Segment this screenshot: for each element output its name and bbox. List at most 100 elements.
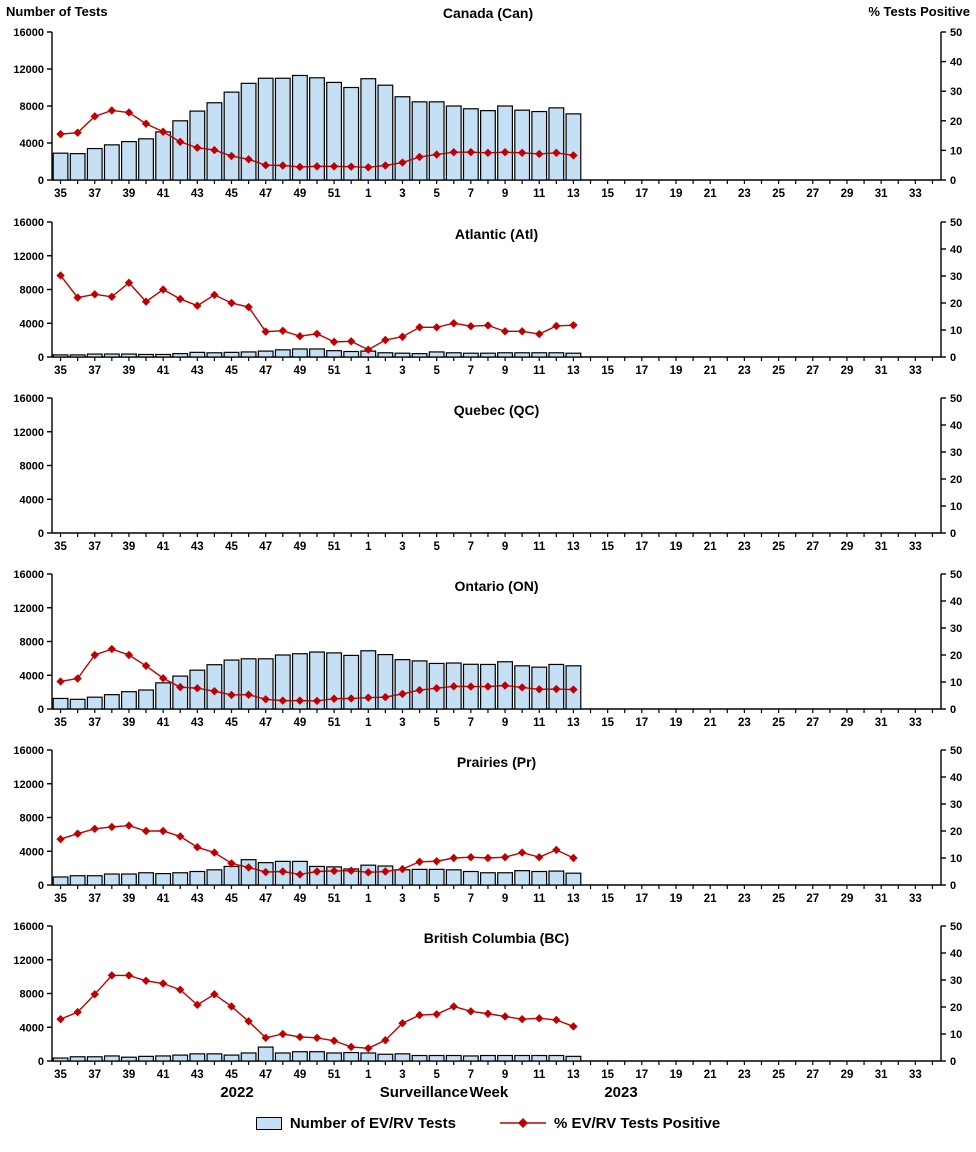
- legend-bar-label: Number of EV/RV Tests: [289, 1114, 456, 1132]
- bar-week-47: [257, 77, 274, 181]
- bar-week-13: [565, 1055, 582, 1062]
- svg-text:5: 5: [433, 541, 440, 553]
- bar-week-42: [172, 1054, 189, 1062]
- chart-panel-pr: Prairies (Pr) 0 4000 8000 12000 16000 0 10 20 30 4…: [13, 745, 962, 905]
- pct-marker-week-48: [278, 867, 287, 876]
- bar-week-1: [360, 78, 377, 181]
- svg-text:15: 15: [601, 365, 614, 377]
- bar-week-6: [445, 352, 462, 358]
- svg-text:16000: 16000: [13, 745, 44, 757]
- bar-week-12: [548, 352, 565, 358]
- svg-text:21: 21: [704, 188, 717, 200]
- pct-marker-week-37: [90, 112, 99, 121]
- svg-text:30: 30: [950, 86, 962, 98]
- pct-marker-week-44: [210, 145, 219, 155]
- svg-text:50: 50: [950, 569, 962, 581]
- pct-marker-week-5: [432, 857, 441, 866]
- bar-week-39: [120, 691, 137, 710]
- svg-text:4000: 4000: [20, 494, 44, 506]
- svg-text:1: 1: [365, 541, 372, 553]
- svg-text:25: 25: [772, 717, 785, 729]
- svg-text:16000: 16000: [13, 921, 44, 933]
- bar-week-2: [377, 1053, 394, 1062]
- pct-marker-week-50: [312, 1033, 322, 1042]
- svg-text:25: 25: [772, 541, 785, 553]
- svg-text:4000: 4000: [20, 318, 44, 330]
- pct-marker-week-4: [415, 857, 424, 866]
- svg-text:12000: 12000: [13, 955, 44, 967]
- svg-text:9: 9: [502, 893, 508, 905]
- bar-week-12: [548, 107, 565, 181]
- svg-text:11: 11: [533, 893, 546, 905]
- pct-marker-week-2: [381, 335, 390, 345]
- svg-text:45: 45: [225, 1069, 238, 1081]
- x-axis-ticks: 35 37 39 41 43 45 47 49 51 1 3 5 7 9 11 13 15 17 19 21 23 25 2…: [54, 885, 934, 905]
- svg-text:5: 5: [433, 188, 440, 200]
- svg-text:47: 47: [259, 541, 272, 553]
- svg-text:1: 1: [365, 717, 372, 729]
- svg-text:29: 29: [841, 541, 854, 553]
- svg-text:45: 45: [225, 541, 238, 553]
- bar-week-36: [69, 875, 86, 886]
- bar-week-4: [411, 868, 428, 886]
- bar-week-48: [274, 349, 291, 358]
- left-axis-ticks: 0 4000 8000 12000 16000: [13, 217, 52, 364]
- pct-marker-week-11: [535, 852, 544, 862]
- pct-marker-week-50: [312, 329, 322, 338]
- svg-text:33: 33: [909, 541, 922, 553]
- bar-week-35: [52, 1057, 69, 1062]
- svg-text:29: 29: [841, 365, 854, 377]
- bar-week-3: [394, 1053, 411, 1062]
- bar-week-49: [291, 348, 308, 358]
- bar-week-13: [565, 113, 582, 181]
- pct-marker-week-9: [500, 147, 510, 157]
- bar-week-52: [343, 654, 360, 710]
- pct-marker-week-13: [569, 1022, 578, 1031]
- bar-week-13: [565, 872, 582, 886]
- legend-line-diamond-icon: [499, 1118, 546, 1128]
- bar-week-38: [103, 694, 120, 710]
- bar-week-47: [257, 350, 274, 358]
- chart-panels: 0 4000 8000 12000 16000 0 10 20 30 40 50 35 37 39 41 43…: [0, 26, 976, 1082]
- pct-marker-week-51: [329, 337, 339, 347]
- svg-text:0: 0: [38, 1056, 44, 1068]
- svg-text:8000: 8000: [20, 813, 44, 825]
- bar-week-37: [86, 147, 103, 181]
- bar-week-44: [206, 869, 223, 886]
- pct-marker-week-4: [415, 323, 424, 332]
- bar-week-5: [428, 868, 445, 886]
- chart-panel-atl: Atlantic (Atl)04000800012000160000102030…: [13, 217, 962, 377]
- svg-text:3: 3: [399, 541, 405, 553]
- pct-marker-week-41: [158, 979, 168, 988]
- svg-text:35: 35: [54, 541, 67, 553]
- svg-text:13: 13: [567, 365, 580, 377]
- pct-marker-week-46: [244, 155, 253, 164]
- svg-text:39: 39: [123, 893, 136, 905]
- bar-week-8: [480, 1054, 496, 1062]
- pct-marker-week-37: [90, 824, 99, 834]
- svg-text:35: 35: [54, 717, 67, 729]
- svg-text:12000: 12000: [13, 779, 44, 791]
- svg-text:8000: 8000: [20, 637, 44, 649]
- pct-marker-week-42: [176, 832, 185, 841]
- bar-week-10: [514, 1054, 531, 1062]
- svg-text:1: 1: [365, 365, 372, 377]
- svg-text:50: 50: [950, 217, 962, 229]
- svg-text:13: 13: [567, 893, 580, 905]
- svg-text:39: 39: [123, 541, 136, 553]
- svg-text:8000: 8000: [20, 989, 44, 1001]
- pct-marker-week-37: [90, 650, 99, 660]
- svg-text:47: 47: [259, 893, 272, 905]
- svg-text:37: 37: [88, 717, 101, 729]
- x-axis-ticks: 35 37 39 41 43 45 47 49 51 1 3 5 7 9 11 13 15 17 19 21 23 25 2…: [54, 709, 934, 729]
- svg-text:47: 47: [259, 188, 272, 200]
- pct-marker-week-40: [141, 119, 151, 128]
- svg-text:10: 10: [950, 501, 962, 513]
- pct-marker-week-2: [381, 692, 390, 702]
- bar-week-41: [155, 873, 172, 886]
- svg-text:0: 0: [950, 528, 956, 540]
- bar-week-8: [480, 872, 496, 886]
- right-axis-ticks: 0 10 20 30 40 50: [941, 393, 962, 540]
- svg-text:31: 31: [875, 1069, 888, 1081]
- pct-marker-week-43: [193, 843, 202, 852]
